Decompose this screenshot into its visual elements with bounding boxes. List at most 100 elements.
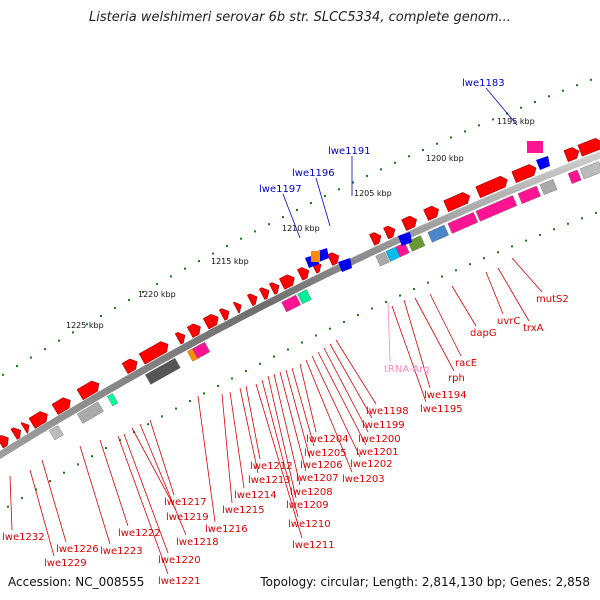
tick-dot <box>175 407 177 410</box>
gene-arrow-red <box>279 274 295 290</box>
gene-arrow-red-shape <box>563 147 580 163</box>
gene-box-magenta <box>527 141 543 153</box>
gene-arrow-red-shape <box>327 252 340 266</box>
leader-line <box>149 419 175 496</box>
gene-label: lwe1226 <box>56 544 99 555</box>
gene-box-shape <box>447 212 479 234</box>
gene-box-shape <box>475 195 518 222</box>
tick-dot <box>590 78 592 81</box>
tick-dot <box>147 423 149 426</box>
gene-box <box>447 212 479 234</box>
gene-box-orange <box>311 251 320 262</box>
gene-box <box>297 289 312 305</box>
gene-arrow-red-shape <box>279 274 295 290</box>
tick-dot <box>492 118 494 121</box>
gene-label: lwe1223 <box>100 546 143 557</box>
tick-dot <box>399 294 401 297</box>
leader-line <box>197 395 216 523</box>
tick-dot <box>128 298 130 301</box>
leader-line <box>311 355 361 458</box>
gene-label-blue: lwe1197 <box>259 184 302 195</box>
map-title: Listeria welshimeri serovar 6b str. SLCC… <box>89 10 511 25</box>
leader-line <box>323 347 369 433</box>
gene-label: lwe1217 <box>164 497 207 508</box>
leader-line <box>315 177 331 227</box>
gene-label: uvrC <box>497 316 520 327</box>
gene-arrow-red-shape <box>10 427 22 440</box>
tick-dot <box>189 400 191 402</box>
gene-box-shape <box>77 401 104 424</box>
tick-dot <box>63 471 65 474</box>
tick-dot <box>427 281 429 284</box>
tick-dot <box>268 223 270 226</box>
gene-box <box>375 251 390 267</box>
scale-label: 1200 kbp <box>426 154 464 163</box>
gene-track <box>0 138 600 449</box>
tick-dot <box>142 291 144 293</box>
leader-line <box>255 383 303 539</box>
gene-arrow-red-shape <box>202 314 219 330</box>
gene-arrow-red-shape <box>246 293 258 307</box>
tick-dot <box>156 283 158 286</box>
leader-line <box>414 297 455 372</box>
gene-arrow-blue <box>338 258 352 272</box>
gene-arrow-red-shape <box>232 301 242 314</box>
genome-backbone <box>0 151 600 460</box>
tick-dot <box>245 370 247 373</box>
gene-box-shape <box>48 425 64 441</box>
tick-dot <box>315 334 317 337</box>
leader-line <box>403 299 431 389</box>
gene-arrow-red <box>246 293 258 307</box>
gene-arrow-red <box>258 287 270 300</box>
tick-dot <box>595 211 597 214</box>
tick-dot <box>520 106 522 109</box>
scale-label: 1195 kbp <box>497 117 535 126</box>
leader-line <box>429 293 462 357</box>
gene-label: lwe1216 <box>205 524 248 535</box>
tick-dot <box>450 136 452 139</box>
tick-dot <box>100 315 102 317</box>
gene-arrow-red-shape <box>511 164 537 184</box>
gene-box <box>145 357 181 385</box>
tick-dot <box>562 89 564 92</box>
gene-label: lwe1199 <box>362 420 405 431</box>
gene-label: lwe1200 <box>358 434 401 445</box>
tick-dot <box>394 161 396 164</box>
gene-arrow-red-shape <box>218 308 230 321</box>
gene-label: lwe1195 <box>420 404 463 415</box>
scale-labels: 1195 kbp 1200 kbp 1205 kbp 1210 kbp 1215 kbp… <box>66 117 535 330</box>
gene-arrow-blue <box>536 156 550 170</box>
scale-label: 1220 kbp <box>138 290 176 299</box>
gene-box-shape <box>517 185 541 204</box>
leader-line <box>79 445 111 545</box>
tick-dot <box>464 130 466 133</box>
tick-dot <box>581 217 583 220</box>
gene-arrow-red <box>138 341 169 365</box>
leader-line <box>9 475 13 531</box>
gene-label: lwe1212 <box>250 461 293 472</box>
tick-dot <box>282 216 284 219</box>
gene-box <box>395 242 410 258</box>
scale-label: 1210 kbp <box>282 224 320 233</box>
label-leader-lines <box>9 87 543 575</box>
gene-arrow-red <box>0 435 9 449</box>
gene-box-shape <box>107 393 119 407</box>
gene-box-shape <box>375 251 390 267</box>
gene-arrow-red <box>51 397 71 415</box>
gene-arrow-red <box>121 358 138 375</box>
tick-dot <box>497 251 499 254</box>
tick-dot <box>567 222 569 225</box>
tick-dot <box>86 323 88 326</box>
leader-line <box>267 375 297 499</box>
leader-line <box>497 267 530 322</box>
leader-line <box>139 423 187 536</box>
backbone-line <box>0 151 600 460</box>
tick-dot <box>203 392 205 395</box>
leader-line <box>291 367 315 447</box>
tick-dot <box>469 263 471 266</box>
gene-arrow-red <box>423 205 440 221</box>
gene-label: lwe1198 <box>366 406 409 417</box>
tick-dot <box>240 237 242 240</box>
tick-dot <box>72 331 74 334</box>
